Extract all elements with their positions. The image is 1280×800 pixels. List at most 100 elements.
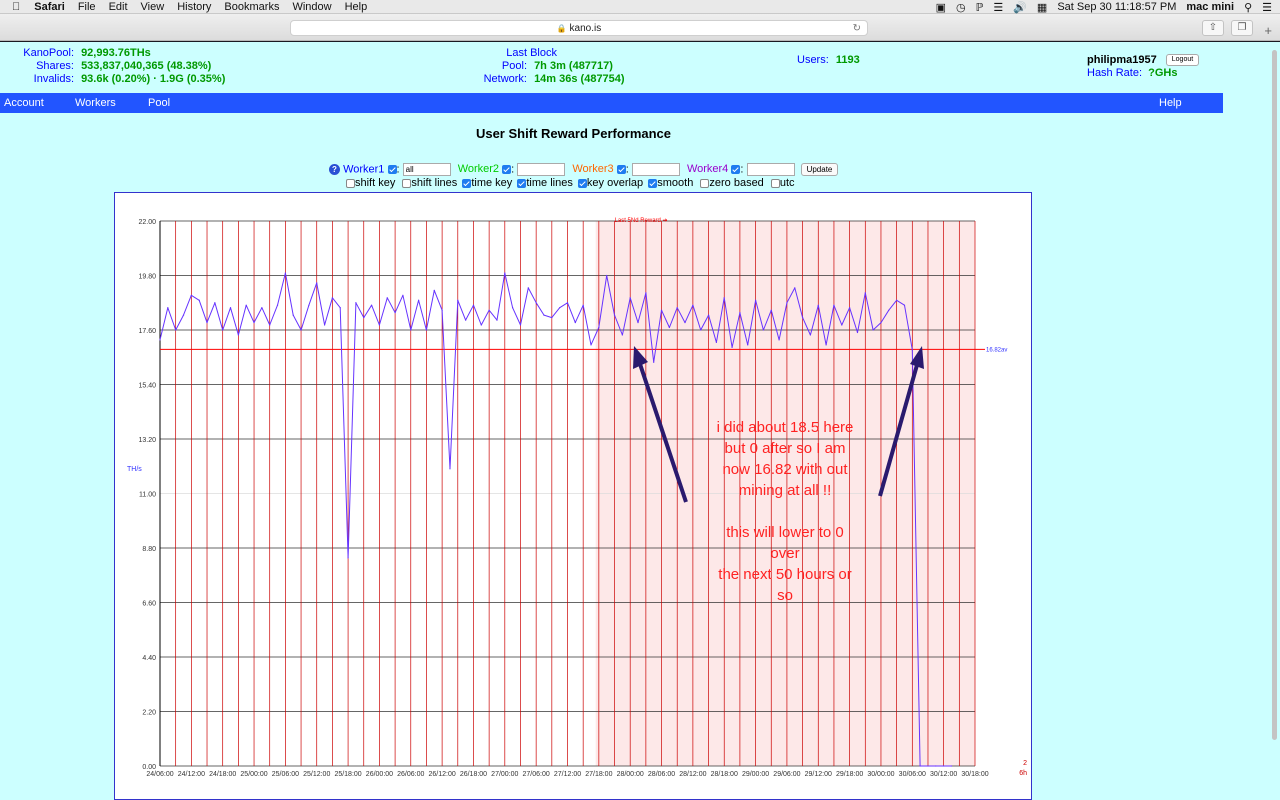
data-point [331,297,334,299]
worker1-label: Worker1 [343,163,385,176]
users-stats: Users: 1193 [797,54,860,67]
x-tick-label: 29/00:00 [742,771,769,778]
data-point [276,304,279,306]
update-button[interactable]: Update [800,163,839,176]
data-point [911,349,913,351]
menu-history[interactable]: History [168,0,211,13]
data-point [175,329,177,331]
key-overlap-checkbox[interactable] [577,178,587,188]
nav-workers[interactable]: Workers [75,97,116,109]
worker2-input[interactable] [517,163,566,176]
x-tick-label: 30/12:00 [930,771,957,778]
time-lines-checkbox[interactable] [517,178,527,188]
data-point [472,304,475,306]
new-tab-icon[interactable]: + [1264,23,1272,38]
worker4-checkbox[interactable] [731,165,741,174]
y-axis-label: TH/s [127,466,142,473]
data-point [778,339,780,341]
data-point [370,304,373,306]
logout-button[interactable]: Logout [1165,54,1200,67]
nav-pool[interactable]: Pool [148,97,171,109]
x-tick-label: 25/18:00 [334,771,361,778]
last-block-stats: Last Block Pool: 7h 3m (487717) Network:… [470,47,625,86]
x-tick-label: 27/12:00 [554,771,581,778]
data-point [292,314,294,316]
menu-bookmarks[interactable]: Bookmarks [216,0,279,13]
x-tick-label: 25/00:00 [240,771,267,778]
shift-key-checkbox[interactable] [346,178,355,188]
data-point [190,294,192,296]
wifi-icon[interactable]: ☰ [993,1,1004,14]
worker3-checkbox[interactable] [616,165,626,174]
data-point [692,304,694,306]
data-point [613,314,616,316]
data-point [950,765,953,767]
nav-help[interactable]: Help [1159,97,1182,109]
worker3-input[interactable] [631,163,680,176]
data-point [739,312,741,314]
smooth-checkbox[interactable] [648,178,658,188]
apple-icon[interactable]:  [0,1,34,13]
data-point [253,321,255,324]
data-point [457,299,459,301]
scrollbar-thumb[interactable] [1272,50,1277,740]
pool-label: Pool: [501,60,527,72]
data-point [856,331,859,334]
data-point [535,302,537,304]
menubar-clock[interactable]: Sat Sep 30 11:18:57 PM [1057,1,1177,13]
worker1-checkbox[interactable] [387,165,397,174]
menubar-user[interactable]: mac mini [1186,1,1235,13]
time-machine-icon[interactable]: ◷ [956,1,966,14]
pool-stats: KanoPool: 92,993.76THs Shares: 533,837,0… [0,47,225,86]
question-circle-icon[interactable]: ? [329,164,340,175]
time-key-checkbox[interactable] [462,178,472,188]
data-point [919,765,921,767]
zero-based-label: zero based [709,177,764,189]
hashrate-value: ?GHs [1148,67,1178,79]
reload-icon[interactable]: ↻ [852,23,861,34]
worker4-input[interactable] [746,163,795,176]
data-point [229,307,232,309]
menu-view[interactable]: View [132,0,165,13]
spotlight-icon[interactable]: ⚲ [1244,1,1253,14]
data-point [794,287,796,289]
data-point [519,324,522,326]
bluetooth-icon[interactable]: ℙ [975,1,984,14]
share-button[interactable]: ⇧ [1202,20,1224,36]
x-tick-label: 26/12:00 [428,771,455,778]
notification-center-icon[interactable]: ☰ [1262,1,1272,14]
data-point [849,307,851,309]
zero-based-checkbox[interactable] [700,178,710,188]
calendar-icon[interactable]: ▦ [1036,1,1048,14]
tabs-overview-button[interactable]: ❐ [1231,20,1253,36]
display-mirror-icon[interactable]: ▣ [935,1,947,14]
username[interactable]: philipma1957 [1087,54,1157,66]
data-point [747,344,749,346]
worker2-checkbox[interactable] [502,165,512,174]
data-point [786,302,788,304]
volume-icon[interactable]: 🔊 [1013,1,1027,14]
data-point [363,317,365,319]
menu-edit[interactable]: Edit [100,0,128,13]
x-tick-label: 24/06:00 [146,771,173,778]
main-nav: Account Workers Pool Help [0,93,1223,113]
data-point [386,297,388,299]
menu-safari[interactable]: Safari [26,0,65,13]
y-tick-label: 17.60 [138,328,156,335]
menu-file[interactable]: File [69,0,96,13]
shift-lines-checkbox[interactable] [402,178,412,188]
scrollbar-track[interactable] [1223,42,1280,800]
data-point [754,299,757,301]
data-point [316,282,318,284]
address-bar[interactable]: 🔒 kano.is ↻ [290,20,868,36]
y-tick-label: 8.80 [142,546,156,553]
invalids-value: 93.6k (0.20%) · 1.9G (0.35%) [81,73,226,85]
utc-checkbox[interactable] [770,178,780,188]
worker1-input[interactable]: all [402,163,451,176]
menu-help[interactable]: Help [336,0,368,13]
y-tick-label: 4.40 [142,655,156,662]
nav-account[interactable]: Account [4,97,44,109]
y-tick-label: 0.00 [142,764,156,771]
menu-window[interactable]: Window [284,0,331,13]
data-point [237,334,239,336]
